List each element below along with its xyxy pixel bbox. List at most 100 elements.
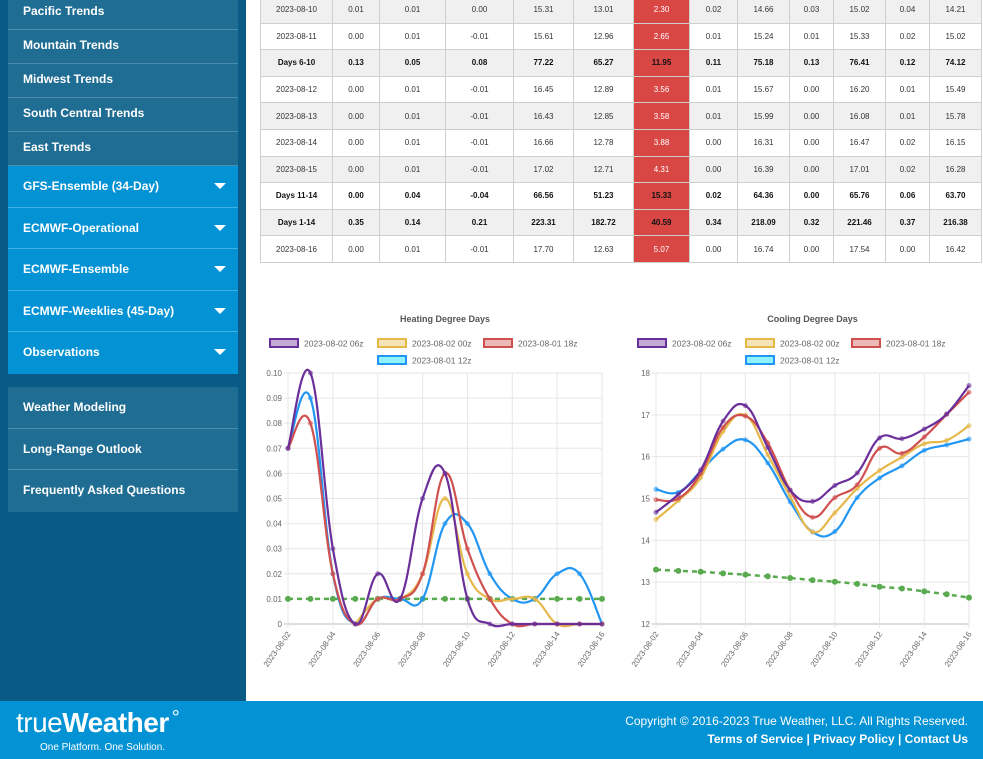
nav-midwest-trends[interactable]: Midwest Trends bbox=[8, 64, 238, 98]
data-point bbox=[330, 571, 336, 577]
data-point bbox=[832, 510, 838, 516]
diff-cell: 3.56 bbox=[633, 75, 690, 104]
table-cell: 221.46 bbox=[833, 208, 886, 237]
data-point bbox=[832, 483, 838, 489]
data-point bbox=[330, 546, 336, 552]
table-cell: 15.02 bbox=[929, 22, 982, 51]
trueweather-logo[interactable]: trueWeather ° One Platform. One Solution. bbox=[16, 707, 180, 753]
nav-observations[interactable]: Observations bbox=[8, 332, 238, 374]
table-cell: 0.13 bbox=[789, 49, 834, 77]
row-label: 2023-08-10 bbox=[260, 0, 333, 24]
nav-south-central-trends[interactable]: South Central Trends bbox=[8, 98, 238, 132]
table-cell: 16.08 bbox=[833, 102, 886, 130]
table-cell: 0.01 bbox=[332, 0, 380, 24]
legend-label: 2023-08-02 00z bbox=[780, 339, 840, 349]
logo-tagline: One Platform. One Solution. bbox=[40, 742, 166, 753]
nav-long-range-outlook[interactable]: Long-Range Outlook bbox=[8, 428, 238, 470]
nav-label: ECMWF-Ensemble bbox=[23, 262, 130, 276]
nav-ecmwf-operational[interactable]: ECMWF-Operational bbox=[8, 207, 238, 249]
table-cell: 17.70 bbox=[513, 235, 574, 263]
data-point bbox=[599, 621, 605, 627]
data-point bbox=[307, 395, 313, 401]
nav-ecmwf-ensemble[interactable]: ECMWF-Ensemble bbox=[8, 249, 238, 291]
data-point bbox=[698, 467, 704, 473]
row-label: Days 1-14 bbox=[260, 208, 333, 237]
table-row: 2023-08-16 0.00 0.01 -0.01 17.70 12.63 5.07 0.0… bbox=[260, 235, 982, 263]
nav-weather-modeling[interactable]: Weather Modeling bbox=[8, 387, 238, 429]
table-row: 2023-08-13 0.00 0.01 -0.01 16.43 12.85 3.58 0.0… bbox=[260, 102, 982, 130]
data-point bbox=[487, 596, 493, 602]
legend-label: 2023-08-01 12z bbox=[412, 356, 472, 366]
y-tick-label: 0.09 bbox=[266, 394, 282, 403]
data-point bbox=[921, 426, 927, 432]
table-cell: 12.89 bbox=[573, 75, 634, 104]
table-cell: 16.39 bbox=[737, 155, 790, 184]
table-cell: 16.45 bbox=[513, 75, 574, 104]
data-point bbox=[899, 450, 905, 456]
table-cell: 0.00 bbox=[789, 182, 834, 210]
table-cell: 0.01 bbox=[885, 75, 930, 104]
nav-gfs-ensemble[interactable]: GFS-Ensemble (34-Day) bbox=[8, 166, 238, 208]
data-point bbox=[898, 585, 905, 592]
legend-swatch bbox=[269, 338, 299, 348]
table-cell: 16.47 bbox=[833, 128, 886, 157]
table-cell: 0.00 bbox=[445, 0, 514, 24]
y-tick-label: 0.10 bbox=[266, 369, 282, 378]
table-cell: 16.20 bbox=[833, 75, 886, 104]
data-point bbox=[944, 411, 950, 417]
data-point bbox=[876, 583, 883, 590]
data-point bbox=[509, 621, 515, 627]
data-point bbox=[464, 546, 470, 552]
table-cell: 0.21 bbox=[445, 208, 514, 237]
y-tick-label: 0.03 bbox=[266, 545, 282, 554]
data-point bbox=[442, 496, 448, 501]
table-cell: 0.00 bbox=[689, 235, 738, 263]
table-cell: 16.42 bbox=[929, 235, 982, 263]
copyright-text: Copyright © 2016-2023 True Weather, LLC.… bbox=[625, 714, 968, 728]
table-row: 2023-08-14 0.00 0.01 -0.01 16.66 12.78 3.88 0.0… bbox=[260, 128, 982, 157]
caret-down-icon bbox=[214, 183, 226, 189]
nav-ecmwf-weeklies[interactable]: ECMWF-Weeklies (45-Day) bbox=[8, 290, 238, 332]
table-cell: -0.01 bbox=[445, 235, 514, 263]
main-content: 2023-08-10 0.01 0.01 0.00 15.31 13.01 2.30 0.02… bbox=[246, 0, 983, 701]
separator: | bbox=[894, 732, 905, 746]
data-point bbox=[831, 578, 838, 585]
data-point bbox=[464, 571, 470, 577]
nav-pacific-trends[interactable]: Pacific Trends bbox=[8, 0, 238, 30]
data-point bbox=[577, 571, 583, 577]
x-tick-label: 2023-08-06 bbox=[352, 630, 383, 669]
legend-label: 2023-08-01 12z bbox=[780, 356, 840, 366]
terms-link[interactable]: Terms of Service bbox=[707, 732, 804, 746]
legend-swatch bbox=[377, 355, 407, 365]
chart-title: Cooling Degree Days bbox=[767, 314, 858, 324]
table-cell: 12.71 bbox=[573, 155, 634, 184]
nav-label: GFS-Ensemble (34-Day) bbox=[23, 179, 160, 193]
y-tick-label: 13 bbox=[641, 578, 650, 587]
nav-east-trends[interactable]: East Trends bbox=[8, 132, 238, 166]
nav-mountain-trends[interactable]: Mountain Trends bbox=[8, 30, 238, 64]
legend-label: 2023-08-01 18z bbox=[518, 339, 578, 349]
nav-faq[interactable]: Frequently Asked Questions bbox=[8, 470, 238, 512]
table-cell: 76.41 bbox=[833, 49, 886, 77]
legend-swatch bbox=[745, 338, 775, 348]
footer: trueWeather ° One Platform. One Solution.… bbox=[0, 701, 983, 759]
x-tick-label: 2023-08-12 bbox=[486, 630, 517, 669]
privacy-link[interactable]: Privacy Policy bbox=[813, 732, 895, 746]
y-tick-label: 0.05 bbox=[266, 495, 282, 504]
table-cell: 0.02 bbox=[885, 128, 930, 157]
data-point bbox=[921, 588, 928, 595]
table-cell: 0.32 bbox=[789, 208, 834, 237]
x-tick-label: 2023-08-16 bbox=[943, 630, 974, 669]
data-point bbox=[765, 444, 771, 450]
y-tick-label: 17 bbox=[641, 411, 650, 420]
table-cell: 0.11 bbox=[689, 49, 738, 77]
data-point bbox=[765, 452, 771, 458]
table-cell: 0.01 bbox=[885, 102, 930, 130]
x-tick-label: 2023-08-02 bbox=[262, 630, 293, 669]
table-cell: 0.00 bbox=[789, 102, 834, 130]
table-cell: 15.99 bbox=[737, 102, 790, 130]
contact-link[interactable]: Contact Us bbox=[904, 732, 968, 746]
data-point bbox=[653, 486, 659, 492]
row-label: 2023-08-15 bbox=[260, 155, 333, 184]
table-cell: 216.38 bbox=[929, 208, 982, 237]
